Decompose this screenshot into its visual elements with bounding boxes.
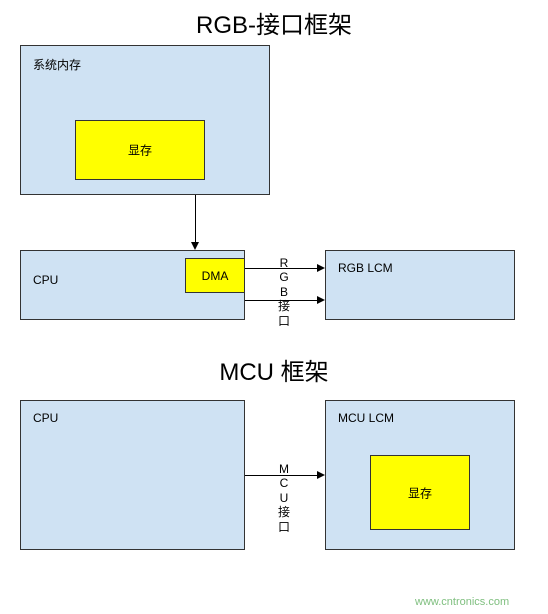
dma-label: DMA [186,269,244,283]
vram-box-1: 显存 [75,120,205,180]
arrow-mem-to-cpu [195,195,196,242]
vram-label-2: 显存 [371,484,469,501]
system-memory-label: 系统内存 [33,56,81,73]
diagram2-title: MCU 框架 [0,352,548,387]
dma-box: DMA [185,258,245,293]
cpu-box-2: CPU [20,400,245,550]
vram-box-2: 显存 [370,455,470,530]
arrow-cpu-to-mcu-head [317,471,325,479]
mcu-interface-label: MCU接口 [278,462,290,534]
cpu-label-1: CPU [33,273,58,287]
rgb-lcm-box: RGB LCM [325,250,515,320]
arrow-cpu-to-lcm-top-head [317,264,325,272]
arrow-cpu-to-lcm-bot-head [317,296,325,304]
rgb-interface-label: RGB接口 [278,256,290,328]
mcu-lcm-label: MCU LCM [338,411,394,425]
watermark-text: www.cntronics.com [415,596,509,608]
cpu-label-2: CPU [33,411,58,425]
rgb-lcm-label: RGB LCM [338,261,393,275]
vram-label-1: 显存 [76,142,204,159]
diagram1-title: RGB-接口框架 [0,5,548,40]
arrow-mem-to-cpu-head [191,242,199,250]
